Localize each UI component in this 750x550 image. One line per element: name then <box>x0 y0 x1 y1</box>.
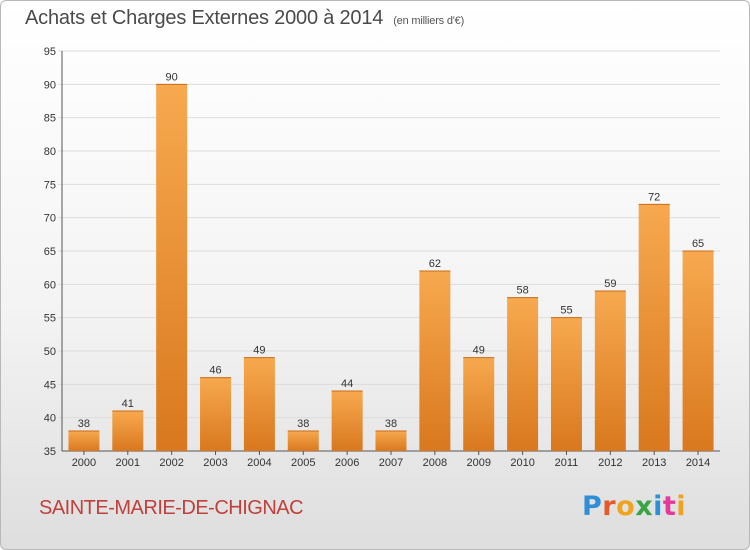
x-tick-label: 2004 <box>247 457 271 469</box>
bar <box>68 431 100 451</box>
labels: 35 40 45 50 55 60 65 70 75 80 85 90 95 38 2000 41 2001 90… <box>44 46 711 469</box>
y-tick-label: 40 <box>44 413 56 425</box>
x-tick-label: 2014 <box>686 457 710 469</box>
bar-value-label: 55 <box>560 305 572 317</box>
bar <box>419 271 451 451</box>
bar <box>331 391 363 451</box>
logo-letter: x <box>635 491 654 522</box>
bar-value-label: 72 <box>648 191 660 203</box>
logo-letter: P <box>582 491 603 522</box>
bar-value-label: 49 <box>253 345 265 357</box>
x-tick-label: 2010 <box>510 457 534 469</box>
y-tick-label: 75 <box>44 179 56 191</box>
logo-letter: r <box>602 491 617 522</box>
bar-value-label: 38 <box>385 418 397 430</box>
bar <box>463 357 495 451</box>
x-tick-label: 2002 <box>159 457 183 469</box>
bar-value-label: 38 <box>297 418 309 430</box>
bar <box>594 291 626 451</box>
x-tick-label: 2005 <box>291 457 315 469</box>
city-name: SAINTE-MARIE-DE-CHIGNAC <box>39 497 304 519</box>
bar-value-label: 90 <box>166 71 178 83</box>
bar-value-label: 41 <box>122 398 134 410</box>
x-tick-label: 2000 <box>72 457 96 469</box>
y-tick-label: 85 <box>44 113 56 125</box>
logo-letter: t <box>662 491 677 522</box>
bar-value-label: 46 <box>209 365 221 377</box>
proxiti-logo: Proxiti <box>582 491 686 522</box>
y-tick-label: 55 <box>44 313 56 325</box>
x-tick-label: 2001 <box>116 457 140 469</box>
bar <box>550 317 582 451</box>
y-tick-label: 65 <box>44 246 56 258</box>
bar-value-label: 49 <box>473 345 485 357</box>
y-tick-label: 70 <box>44 213 56 225</box>
bar <box>638 204 670 451</box>
x-tick-label: 2003 <box>203 457 227 469</box>
x-tick-label: 2007 <box>379 457 403 469</box>
bar <box>375 431 407 451</box>
bar <box>200 377 232 451</box>
y-tick-label: 90 <box>44 79 56 91</box>
bars <box>68 83 714 451</box>
x-tick-label: 2009 <box>466 457 490 469</box>
bar <box>507 297 539 451</box>
logo-letter: i <box>653 491 663 522</box>
chart-title-text: Achats et Charges Externes 2000 à 2014 <box>25 7 384 29</box>
bar-value-label: 59 <box>604 278 616 290</box>
logo-letter: i <box>676 491 687 522</box>
x-tick-label: 2008 <box>423 457 447 469</box>
bar <box>682 251 714 451</box>
bar-value-label: 65 <box>692 238 704 250</box>
bar-value-label: 62 <box>429 258 441 270</box>
bar <box>156 84 188 451</box>
bar-value-label: 58 <box>516 285 528 297</box>
x-tick-label: 2013 <box>642 457 666 469</box>
y-tick-label: 50 <box>44 346 56 358</box>
y-tick-label: 45 <box>44 379 56 391</box>
bar-value-label: 44 <box>341 378 353 390</box>
bar <box>287 431 319 451</box>
bar <box>243 357 275 451</box>
chart-title: Achats et Charges Externes 2000 à 2014 (e… <box>25 7 464 30</box>
x-tick-label: 2011 <box>555 457 579 469</box>
y-tick-label: 80 <box>44 146 56 158</box>
x-tick-label: 2006 <box>335 457 359 469</box>
logo-letter: o <box>616 491 636 522</box>
y-tick-label: 60 <box>44 279 56 291</box>
bar <box>112 411 144 451</box>
x-tick-label: 2012 <box>598 457 622 469</box>
y-tick-label: 35 <box>44 446 56 458</box>
chart-unit: (en milliers d'€) <box>393 15 465 27</box>
y-tick-label: 95 <box>44 46 56 58</box>
bar-value-label: 38 <box>78 418 90 430</box>
